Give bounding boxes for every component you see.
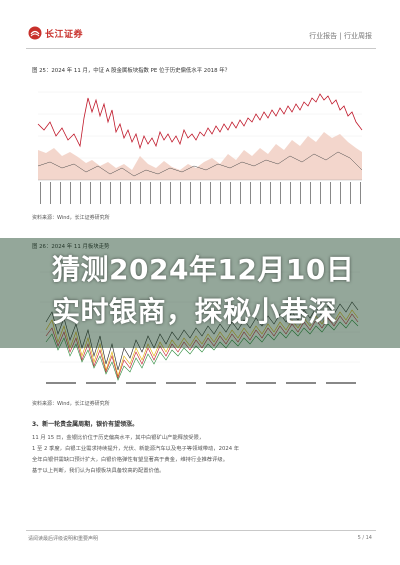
figure-2-title: 图 26：2024 年 11 月板块走势 <box>32 244 110 250</box>
figure-2-series-red <box>45 313 359 380</box>
brand-logo-icon <box>28 26 42 40</box>
figure-1-pe-line <box>37 93 363 150</box>
page-header: 长江证券 行业报告 | 行业周报 <box>26 22 376 49</box>
headline-line-1: 猜测2024年12月10日 <box>52 253 355 286</box>
figure-2-series-yellow <box>45 309 359 378</box>
headline-banner: 猜测2024年12月10日 实时银商，探秘小巷深 <box>0 238 400 348</box>
figure-2-series-black <box>45 301 359 371</box>
paragraph-line: 基于以上判断，我们认为白银板块具备较高的配置价值。 <box>32 468 165 474</box>
figure-2-source: 资料来源：Wind，长江证券研究所 <box>32 401 110 407</box>
section-heading: 3、新一轮贵金属周期，银价有望领涨。 <box>32 421 139 428</box>
figure-2-gridlines <box>40 271 360 363</box>
paragraph-line: 全年白银供需缺口预计扩大，白银价格弹性有望显著高于黄金，维持行业推荐评级。 <box>32 457 228 463</box>
page-number: 5 / 14 <box>357 535 372 541</box>
figure-1-area-series <box>38 132 362 180</box>
figure-2-legend <box>46 382 356 384</box>
headline-line-2: 实时银商，探秘小巷深 <box>52 295 338 328</box>
paragraph-line: 1 至 2 季度，白银工业需求持续提升，光伏、新能源汽车以及电子等领域带动，20… <box>32 446 240 452</box>
figure-1-title: 图 25：2024 年 11 月，中证 A 股金属板块指数 PE 位于历史偏低水… <box>32 68 231 74</box>
footer-disclaimer: 请阅读最后评级说明和重要声明 <box>28 536 99 542</box>
figure-2-chart <box>40 271 360 384</box>
section-paragraph: 11 月 15 日，金银比价位于历史偏高水平，其中白银矿山产能释放受限， 1 至… <box>32 433 372 477</box>
figure-1-source: 资料来源：Wind，长江证券研究所 <box>32 215 110 221</box>
brand-logo: 长江证券 <box>28 26 83 40</box>
brand-name: 长江证券 <box>45 29 84 40</box>
figure-1-x-tick-marks <box>40 182 361 204</box>
figure-1-index-line <box>37 151 363 177</box>
paragraph-line: 11 月 15 日，金银比价位于历史偏高水平，其中白银矿山产能释放受限， <box>32 435 205 441</box>
figure-1-chart <box>37 91 363 204</box>
figure-2-series-green <box>45 319 359 381</box>
report-type: 行业报告 | 行业周报 <box>309 32 372 40</box>
page-footer: 请阅读最后评级说明和重要声明 5 / 14 <box>26 530 376 545</box>
